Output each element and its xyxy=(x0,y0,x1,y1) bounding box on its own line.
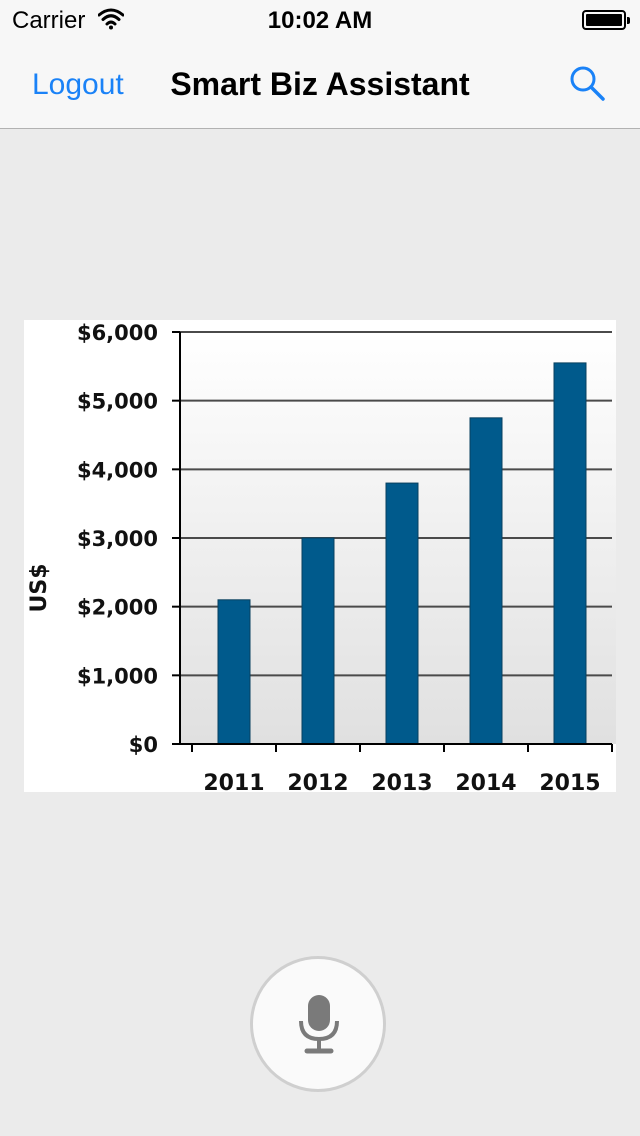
y-tick-label: $6,000 xyxy=(77,321,158,345)
microphone-button[interactable] xyxy=(250,956,386,1092)
x-tick-label: 2013 xyxy=(371,771,432,792)
search-icon[interactable] xyxy=(568,64,608,104)
status-time: 10:02 AM xyxy=(267,7,373,34)
y-tick-label: $0 xyxy=(129,733,158,757)
x-tick-label: 2015 xyxy=(539,771,600,792)
bar-chart-svg: $0 $1,000 $2,000 $3,000 $4,000 $5,000 $6,000 20… xyxy=(27,321,616,796)
bar-2015 xyxy=(553,362,587,745)
bar-2013 xyxy=(385,482,419,745)
y-tick-label: $3,000 xyxy=(77,527,158,551)
bar-2014 xyxy=(469,417,503,745)
y-tick-label: $2,000 xyxy=(77,596,158,620)
y-tick-label: $1,000 xyxy=(77,664,158,688)
y-tick-label: $4,000 xyxy=(77,458,158,482)
bar-2012 xyxy=(301,537,335,745)
navigation-bar: Logout Smart Biz Assistant xyxy=(0,40,640,129)
carrier-label: Carrier xyxy=(12,7,86,34)
wifi-icon xyxy=(97,8,125,37)
y-axis-label: US$ xyxy=(27,563,52,612)
y-tick-label: $5,000 xyxy=(77,390,158,414)
status-bar: Carrier 10:02 AM xyxy=(0,0,640,40)
microphone-icon xyxy=(299,995,339,1054)
x-tick-label: 2014 xyxy=(455,771,516,792)
bar-2011 xyxy=(217,599,251,745)
revenue-chart: $0 $1,000 $2,000 $3,000 $4,000 $5,000 $6,000 20… xyxy=(24,320,616,796)
page-title: Smart Biz Assistant xyxy=(170,66,470,102)
logout-button[interactable]: Logout xyxy=(32,68,124,101)
x-tick-label: 2012 xyxy=(287,771,348,792)
x-tick-label: 2011 xyxy=(203,771,264,792)
battery-icon xyxy=(582,10,630,30)
